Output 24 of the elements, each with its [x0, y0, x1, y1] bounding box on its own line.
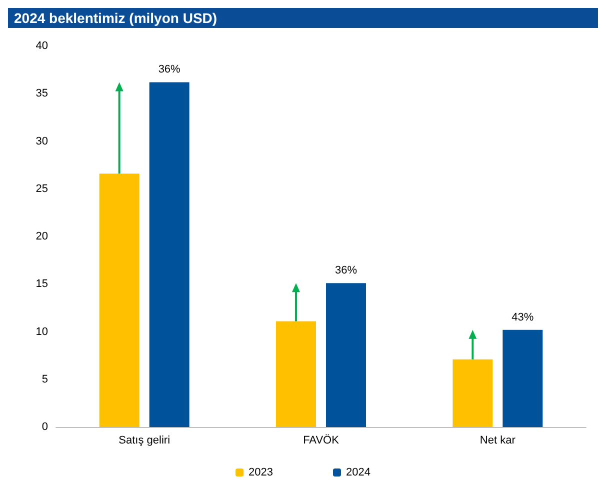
bar — [149, 82, 190, 427]
y-tick-label: 10 — [36, 326, 48, 338]
y-tick-label: 35 — [36, 88, 48, 100]
bar — [276, 321, 316, 427]
y-tick-label: 5 — [42, 373, 48, 386]
x-tick-label: Satış geliri — [118, 434, 170, 446]
chart-title: 2024 beklentimiz (milyon USD) — [8, 8, 598, 28]
y-tick-label: 20 — [36, 230, 48, 242]
y-tick-label: 25 — [36, 182, 48, 195]
bar — [99, 174, 140, 427]
annotation: 36% — [334, 264, 358, 277]
y-tick-label: 0 — [42, 421, 48, 433]
annotation: 36% — [158, 64, 181, 76]
y-tick-label: 30 — [36, 135, 48, 148]
y-tick-label: 40 — [36, 40, 48, 52]
bar — [326, 283, 366, 427]
x-tick-label: Net kar — [480, 434, 516, 446]
bar — [452, 359, 493, 427]
x-tick-label: FAVÖK — [303, 434, 340, 446]
legend-label: 2024 — [346, 466, 370, 478]
bar — [502, 330, 543, 427]
y-tick-label: 15 — [36, 278, 48, 290]
legend-label: 2023 — [248, 466, 274, 478]
annotation: 43% — [512, 311, 534, 324]
